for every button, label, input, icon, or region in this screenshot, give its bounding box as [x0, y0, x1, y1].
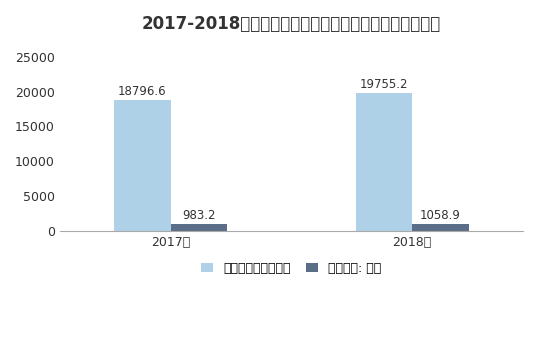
Bar: [171, 224, 227, 231]
Title: 2017-2018年我国冷冻冷藏食品主营业务收入和利润分析: 2017-2018年我国冷冻冷藏食品主营业务收入和利润分析: [141, 15, 441, 33]
Bar: [412, 223, 469, 231]
Text: 1058.9: 1058.9: [420, 209, 461, 222]
Text: 18796.6: 18796.6: [118, 85, 167, 98]
Text: 19755.2: 19755.2: [360, 78, 408, 91]
Legend: 主营业务收入：亿元, 利润总额: 亿元: 主营业务收入：亿元, 利润总额: 亿元: [195, 256, 388, 281]
Bar: [114, 100, 171, 231]
Text: 983.2: 983.2: [182, 209, 215, 222]
Bar: [356, 93, 412, 231]
